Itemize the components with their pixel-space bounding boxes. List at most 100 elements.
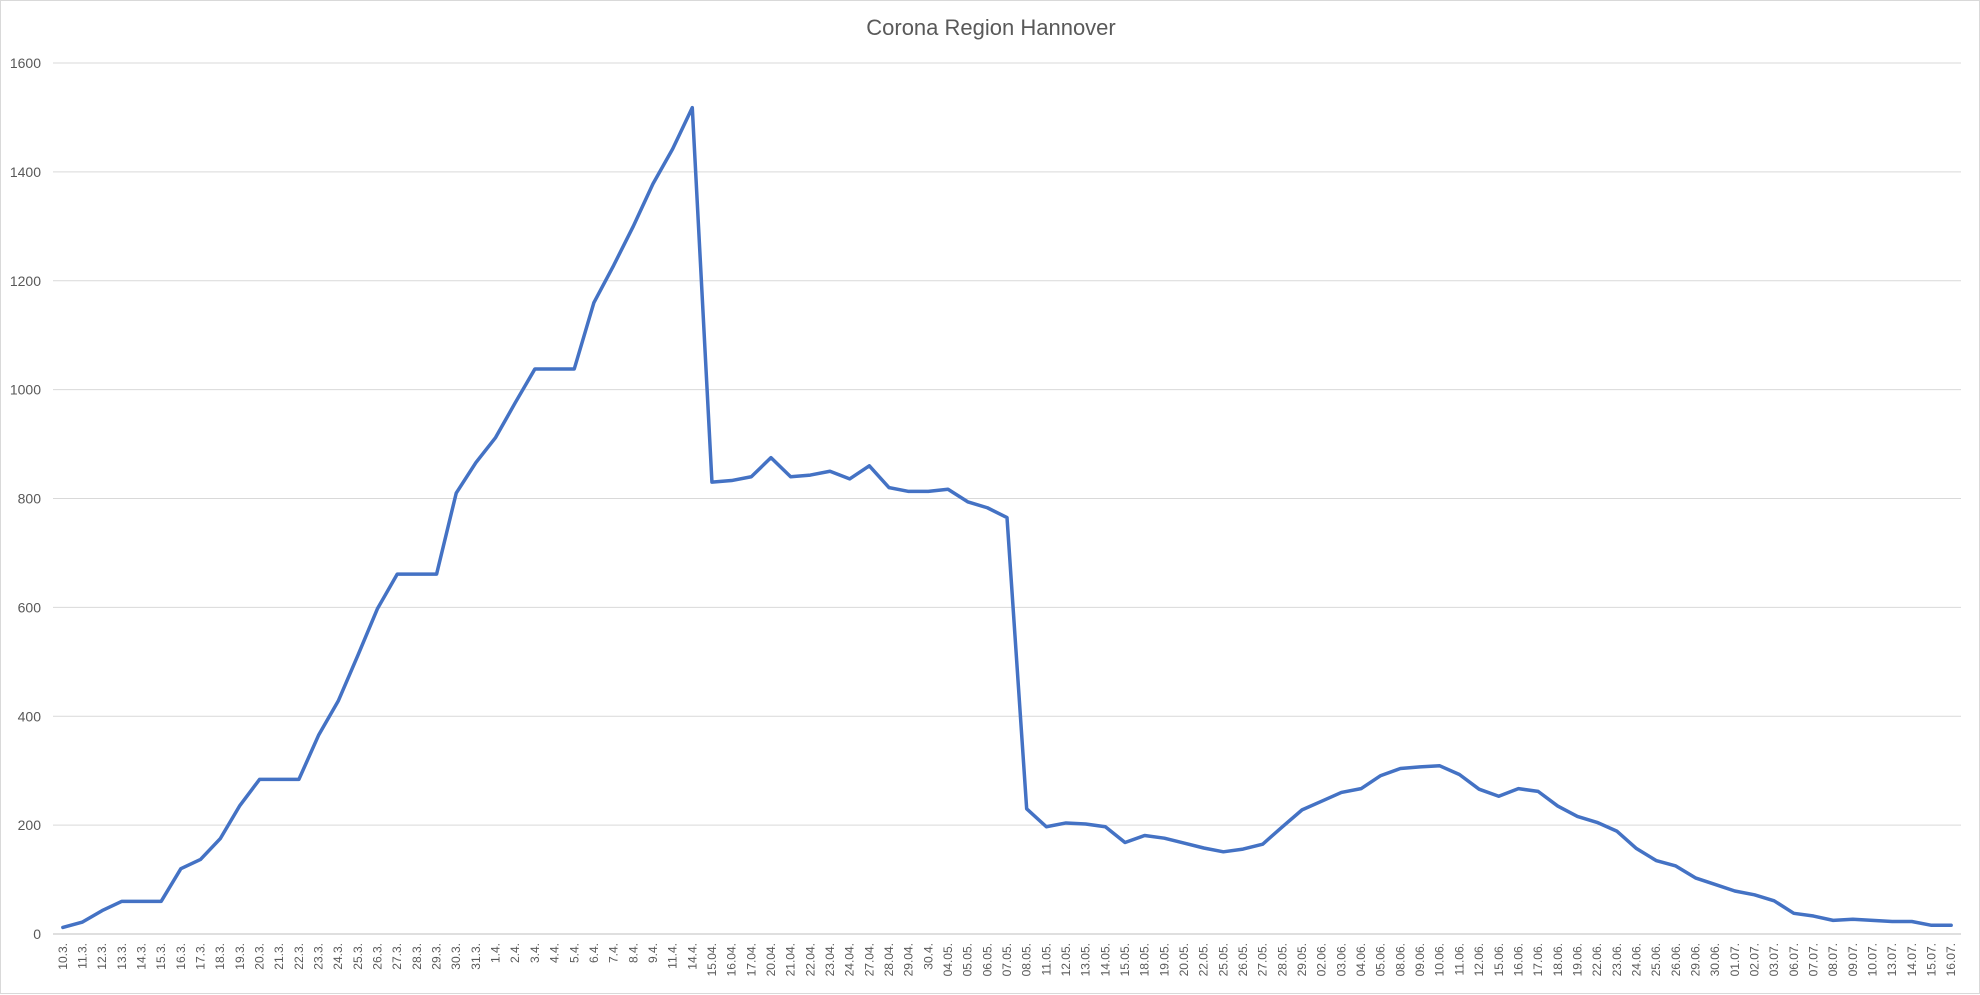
data-point <box>1103 825 1107 829</box>
x-tick-label: 07.05. <box>1000 943 1014 976</box>
data-point <box>1556 804 1560 808</box>
data-point <box>61 925 65 929</box>
x-tick-label: 24.06. <box>1629 943 1643 976</box>
x-tick-label: 30.4. <box>921 943 935 970</box>
data-point <box>1477 787 1481 791</box>
x-tick-label: 27.3. <box>390 943 404 970</box>
x-tick-label: 12.05. <box>1059 943 1073 976</box>
data-point <box>946 487 950 491</box>
x-tick-label: 19.05. <box>1157 943 1171 976</box>
data-point <box>356 653 360 657</box>
y-tick-label: 400 <box>18 708 42 724</box>
data-point <box>1713 882 1717 886</box>
x-tick-label: 16.3. <box>174 943 188 970</box>
x-tick-label: 25.06. <box>1649 943 1663 976</box>
x-tick-label: 29.06. <box>1688 943 1702 976</box>
x-tick-label: 14.3. <box>135 943 149 970</box>
data-point <box>1575 814 1579 818</box>
data-point <box>395 572 399 576</box>
data-point <box>1693 876 1697 880</box>
data-point <box>1615 829 1619 833</box>
data-point <box>1457 772 1461 776</box>
data-points <box>61 106 1953 930</box>
data-point <box>730 479 734 483</box>
data-point <box>1831 918 1835 922</box>
data-point <box>1949 923 1953 927</box>
data-point <box>1654 859 1658 863</box>
x-tick-label: 13.07. <box>1885 943 1899 976</box>
x-tick-label: 18.05. <box>1138 943 1152 976</box>
data-point <box>1418 765 1422 769</box>
x-tick-label: 15.05. <box>1118 943 1132 976</box>
data-point <box>887 486 891 490</box>
data-point <box>1910 919 1914 923</box>
data-point <box>1595 820 1599 824</box>
data-point <box>985 506 989 510</box>
data-point <box>1320 799 1324 803</box>
x-tick-label: 21.04. <box>784 943 798 976</box>
data-point <box>907 489 911 493</box>
x-tick-label: 22.04. <box>803 943 817 976</box>
x-tick-label: 26.06. <box>1669 943 1683 976</box>
y-tick-label: 200 <box>18 817 42 833</box>
data-point <box>651 182 655 186</box>
x-tick-label: 24.04. <box>843 943 857 976</box>
x-tick-label: 16.06. <box>1511 943 1525 976</box>
x-tick-label: 07.07. <box>1806 943 1820 976</box>
x-tick-label: 10.3. <box>56 943 70 970</box>
data-point <box>1733 889 1737 893</box>
x-tick-label: 13.05. <box>1079 943 1093 976</box>
x-tick-label: 7.4. <box>607 943 621 963</box>
x-tick-label: 05.06. <box>1374 943 1388 976</box>
data-point <box>100 909 104 913</box>
data-point <box>1870 918 1874 922</box>
x-tick-label: 06.07. <box>1787 943 1801 976</box>
x-tick-label: 6.4. <box>587 943 601 963</box>
x-tick-label: 22.05. <box>1197 943 1211 976</box>
x-tick-label: 20.3. <box>253 943 267 970</box>
grid-lines <box>53 62 1961 935</box>
data-point <box>828 469 832 473</box>
x-tick-label: 02.07. <box>1747 943 1761 976</box>
data-point <box>1044 825 1048 829</box>
data-point <box>1379 774 1383 778</box>
data-point <box>1752 893 1756 897</box>
x-tick-label: 23.04. <box>823 943 837 976</box>
x-tick-label: 15.04. <box>705 943 719 976</box>
x-tick-label: 2.4. <box>508 943 522 963</box>
x-tick-label: 15.07. <box>1924 943 1938 976</box>
x-tick-label: 18.06. <box>1551 943 1565 976</box>
data-point <box>1182 841 1186 845</box>
y-tick-label: 800 <box>18 491 42 507</box>
data-point <box>1398 767 1402 771</box>
data-point <box>631 224 635 228</box>
x-tick-label: 13.3. <box>115 943 129 970</box>
data-point <box>749 475 753 479</box>
x-tick-label: 05.05. <box>961 943 975 976</box>
x-tick-label: 3.4. <box>528 943 542 963</box>
x-tick-label: 29.3. <box>430 943 444 970</box>
data-point <box>1084 822 1088 826</box>
data-point <box>1202 846 1206 850</box>
data-point <box>612 264 616 268</box>
x-tick-label: 9.4. <box>646 943 660 963</box>
x-tick-label: 10.07. <box>1865 943 1879 976</box>
x-tick-label: 08.05. <box>1020 943 1034 976</box>
data-point <box>1005 516 1009 520</box>
y-axis-ticks: 0 200 400 600 800 1000 1200 1400 1600 <box>10 55 41 942</box>
data-point <box>1162 836 1166 840</box>
x-tick-label: 08.06. <box>1393 943 1407 976</box>
x-tick-label: 28.04. <box>882 943 896 976</box>
data-point <box>1241 847 1245 851</box>
data-point <box>1064 821 1068 825</box>
x-tick-label: 28.05. <box>1275 943 1289 976</box>
data-point <box>690 106 694 110</box>
x-tick-label: 21.3. <box>272 943 286 970</box>
x-tick-label: 5.4. <box>567 943 581 963</box>
x-tick-label: 26.3. <box>371 943 385 970</box>
x-tick-label: 04.06. <box>1354 943 1368 976</box>
x-tick-label: 11.3. <box>76 943 90 969</box>
x-tick-label: 12.3. <box>95 943 109 970</box>
data-point <box>1123 841 1127 845</box>
